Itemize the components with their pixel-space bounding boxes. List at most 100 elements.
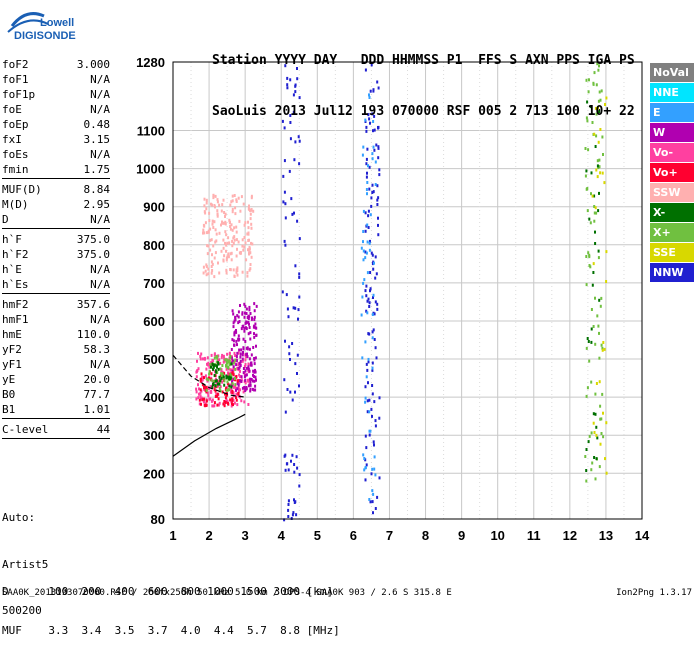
echo-point <box>367 332 370 336</box>
echo-point <box>372 190 375 194</box>
echo-point <box>242 248 245 252</box>
echo-point <box>227 236 230 240</box>
echo-point <box>213 356 216 360</box>
echo-point <box>230 258 233 262</box>
echo-point <box>371 414 373 418</box>
echo-point <box>362 281 365 285</box>
echo-point <box>244 221 247 225</box>
echo-point <box>235 388 237 392</box>
echo-point <box>594 296 596 300</box>
echo-point <box>231 244 234 248</box>
echo-point <box>224 392 226 396</box>
echo-point <box>287 508 290 512</box>
echo-point <box>207 394 210 398</box>
echo-point <box>210 399 213 403</box>
echo-point <box>214 395 217 398</box>
echo-point <box>253 370 256 374</box>
echo-point <box>249 217 252 221</box>
echo-point <box>593 132 596 136</box>
echo-point <box>232 368 235 372</box>
echo-point <box>364 289 367 293</box>
echo-point <box>369 500 372 504</box>
echo-traces <box>195 62 608 522</box>
echo-point <box>252 346 255 349</box>
echo-point <box>203 197 206 201</box>
echo-point <box>236 379 239 383</box>
echo-point <box>593 71 596 75</box>
echo-point <box>376 307 379 311</box>
echo-point <box>198 392 200 396</box>
echo-point <box>232 361 235 365</box>
echo-point <box>221 221 224 225</box>
echo-point <box>214 205 216 209</box>
echo-point <box>372 293 375 297</box>
echo-point <box>239 388 241 392</box>
echo-point <box>374 424 377 428</box>
echo-point <box>238 381 241 385</box>
echo-point <box>597 256 600 260</box>
echo-point <box>294 264 297 268</box>
echo-point <box>368 410 371 414</box>
echo-point <box>244 381 247 385</box>
echo-point <box>225 243 228 247</box>
echo-point <box>585 169 588 173</box>
echo-point <box>373 128 376 132</box>
echo-point <box>601 392 604 396</box>
echo-point <box>368 241 371 245</box>
echo-point <box>250 363 253 367</box>
echo-point <box>286 86 289 90</box>
echo-point <box>595 382 598 385</box>
echo-point <box>216 200 219 204</box>
echo-point <box>590 431 593 435</box>
echo-point <box>212 383 214 386</box>
echo-point <box>215 379 218 383</box>
echo-point <box>253 318 256 321</box>
echo-point <box>373 312 376 316</box>
echo-point <box>369 289 371 293</box>
echo-point <box>251 316 253 320</box>
legend-item-nne: NNE <box>650 83 694 102</box>
echo-point <box>245 366 248 370</box>
echo-point <box>232 391 235 395</box>
echo-point <box>248 369 251 373</box>
param-value: N/A <box>90 103 110 116</box>
echo-point <box>231 389 234 393</box>
echo-point <box>361 356 364 360</box>
echo-point <box>364 396 367 400</box>
echo-point <box>203 376 205 380</box>
echo-point <box>248 322 250 326</box>
param-value: 0.48 <box>83 118 111 131</box>
x-tick-label: 5 <box>314 528 321 543</box>
echo-point <box>605 96 608 100</box>
echo-point <box>251 387 254 391</box>
echo-point <box>252 369 255 373</box>
echo-point <box>371 366 374 370</box>
param-row-fof1p: foF1p N/A <box>2 87 110 102</box>
echo-point <box>369 239 371 243</box>
echo-point <box>600 296 603 300</box>
param-row-foe: foE N/A <box>2 102 110 117</box>
echo-point <box>237 363 240 367</box>
scaled-parameters-panel: foF2 3.000 foF1 N/A foF1p N/A foE N/A foEp 0.48 fx… <box>2 57 110 442</box>
echo-point <box>205 385 208 389</box>
echo-point <box>360 313 363 317</box>
param-value: N/A <box>90 213 110 226</box>
echo-point <box>371 336 374 340</box>
echo-point <box>211 362 214 366</box>
echo-point <box>591 283 594 287</box>
echo-point <box>221 203 224 207</box>
echo-point <box>371 489 374 493</box>
echo-point <box>294 83 297 87</box>
echo-point <box>367 209 370 213</box>
echo-point <box>372 492 375 496</box>
echo-point <box>372 267 375 271</box>
echo-point <box>199 395 202 399</box>
x-tick-label: 7 <box>386 528 393 543</box>
echo-point <box>283 239 286 243</box>
echo-point <box>246 271 249 275</box>
echo-point <box>239 355 242 359</box>
param-value: 77.7 <box>83 388 111 401</box>
echo-point <box>225 249 227 253</box>
echo-point <box>368 248 371 252</box>
echo-point <box>294 306 297 310</box>
